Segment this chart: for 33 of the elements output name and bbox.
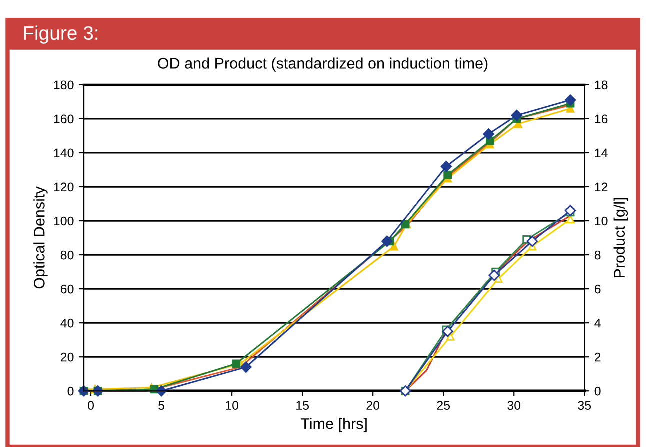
y2-tick-label: 2 (594, 352, 601, 362)
y-tick-label: 140 (54, 148, 74, 158)
y-tick-label: 40 (60, 318, 74, 328)
x-axis-title: Time [hrs] (300, 418, 367, 432)
x-tick-label: 0 (88, 401, 94, 410)
chart-title: OD and Product (standardized on induction time) (158, 58, 488, 72)
x-tick-label: 25 (437, 401, 450, 410)
y-tick-label: 0 (68, 386, 74, 396)
caption: Figure 3: (24, 26, 98, 44)
x-tick-label: 30 (508, 401, 521, 410)
y2-tick-label: 4 (594, 319, 601, 328)
x-tick-label: 15 (296, 401, 309, 410)
y2-tick-label: 0 (594, 386, 601, 396)
x-tick-label: 5 (158, 401, 164, 410)
y-tick-label: 100 (54, 216, 74, 226)
y2-axis-title: Product [g/l] (614, 198, 628, 278)
y2-tick-label: 14 (595, 148, 608, 158)
y2-tick-label: 10 (595, 216, 608, 226)
y2-tick-label: 8 (594, 250, 601, 260)
y2-tick-label: 16 (595, 114, 608, 124)
x-tick-label: 10 (226, 401, 239, 410)
y-axis-title: Optical Density (34, 186, 48, 289)
y-tick-label: 20 (60, 352, 74, 362)
y2-tick-label: 18 (595, 80, 608, 90)
y-tick-label: 180 (54, 80, 74, 90)
y2-tick-label: 12 (595, 182, 608, 192)
y-tick-label: 80 (60, 250, 74, 260)
y2-tick-label: 6 (594, 284, 601, 294)
y-tick-label: 120 (54, 182, 74, 192)
x-tick-label: 20 (366, 401, 380, 410)
y-tick-label: 160 (54, 114, 74, 124)
y-tick-label: 60 (60, 284, 74, 294)
x-tick-label: 35 (578, 401, 592, 410)
